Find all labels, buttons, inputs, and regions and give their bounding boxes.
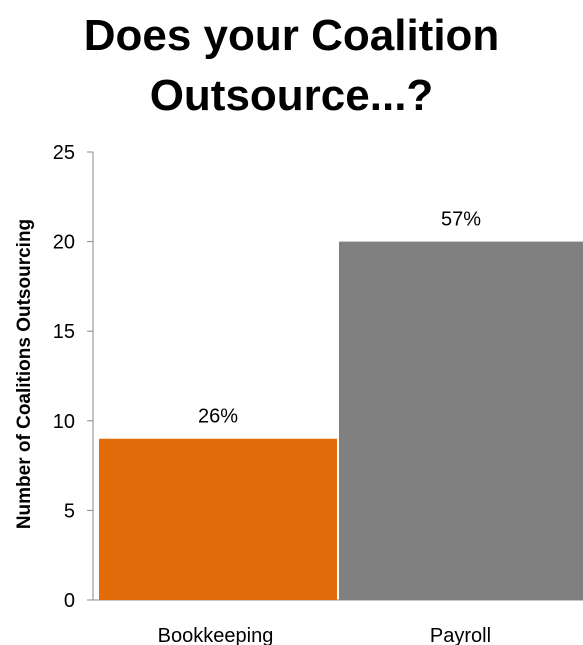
y-axis-label: Number of Coalitions Outsourcing bbox=[14, 219, 35, 529]
bar bbox=[99, 438, 337, 600]
y-tick-label: 10 bbox=[53, 411, 75, 433]
chart-title: Does your Coalition Outsource...? bbox=[0, 6, 583, 126]
bar bbox=[339, 241, 583, 600]
bars-layer bbox=[99, 241, 583, 600]
data-label: 57% bbox=[441, 209, 481, 231]
y-tick-label: 25 bbox=[53, 142, 75, 164]
chart-title-line-1: Does your Coalition bbox=[83, 11, 500, 60]
y-tick-label: 20 bbox=[53, 232, 75, 254]
data-label: 26% bbox=[198, 406, 238, 428]
chart-title-line-2: Outsource...? bbox=[149, 71, 434, 120]
y-tick-label: 0 bbox=[64, 590, 75, 612]
x-tick-label: Bookkeeping bbox=[158, 625, 274, 645]
axis-layer: 0 5 10 15 20 25 bbox=[53, 142, 583, 612]
labels-layer: 26% Bookkeeping 57% Payroll bbox=[158, 209, 491, 645]
y-tick-label: 5 bbox=[64, 500, 75, 522]
y-tick-label: 15 bbox=[53, 321, 75, 343]
x-tick-label: Payroll bbox=[430, 625, 491, 645]
